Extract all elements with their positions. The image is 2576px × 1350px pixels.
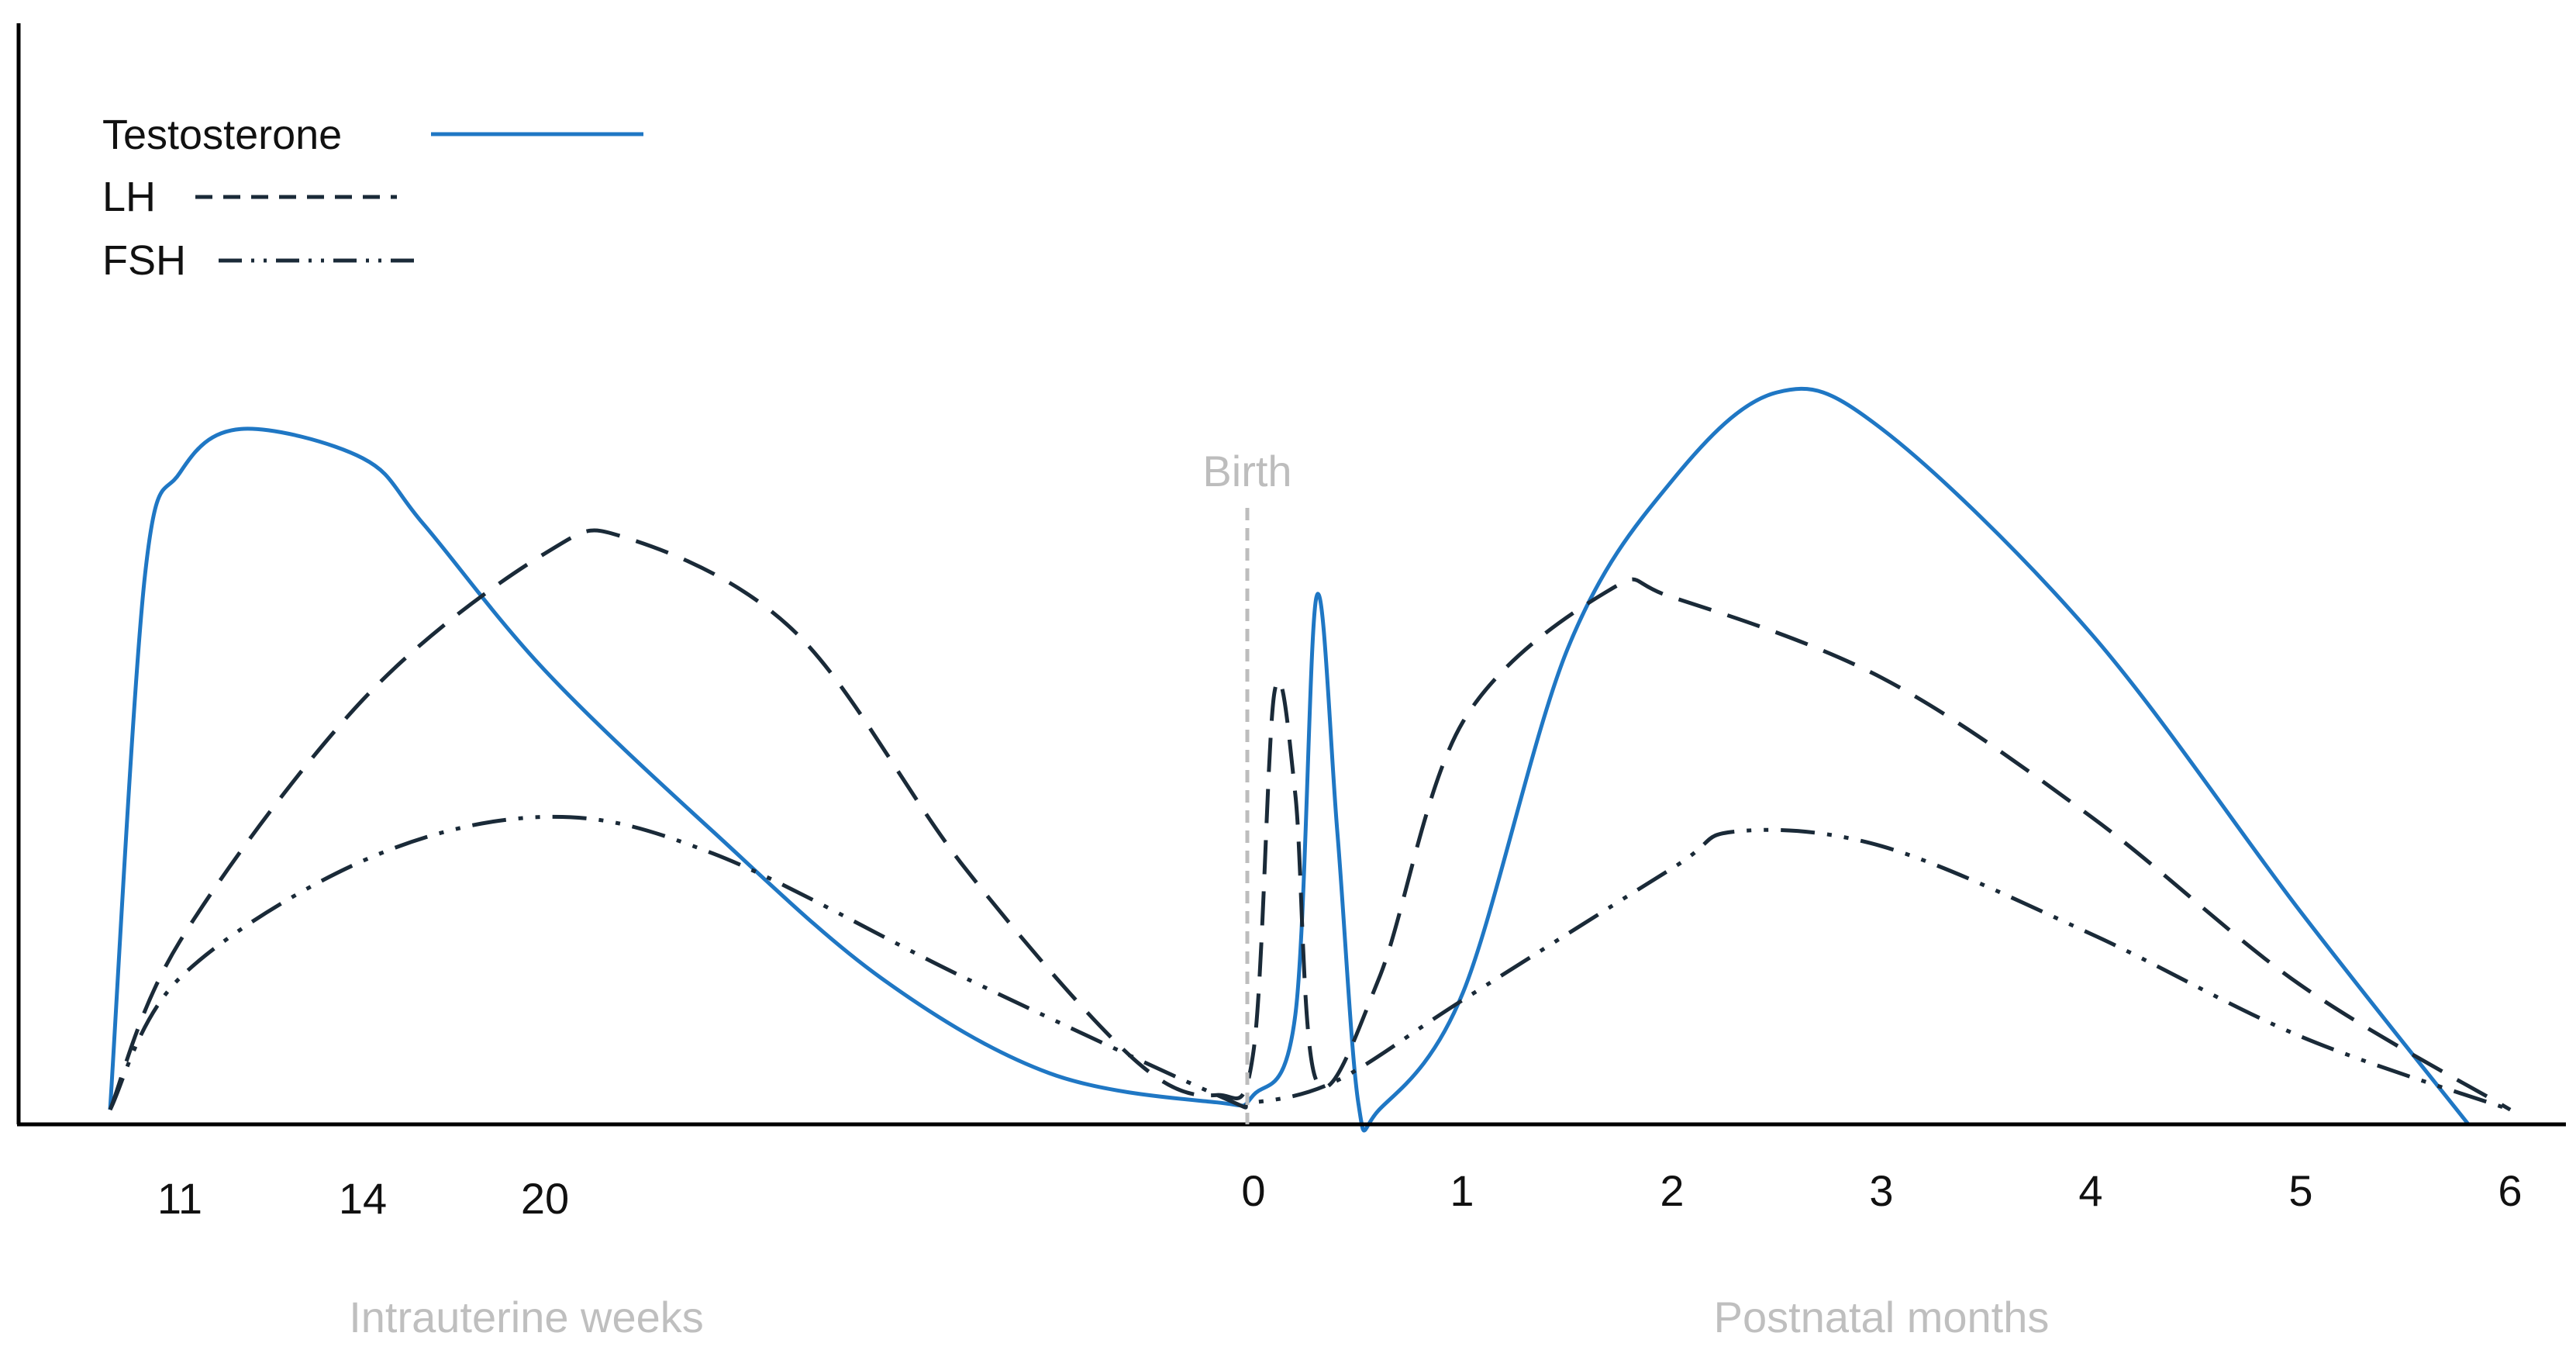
x-tick-labels-months: 0 1 2 3 4 5 6 xyxy=(1241,1166,2522,1215)
legend-label-fsh: FSH xyxy=(102,237,186,284)
tick-month-2: 2 xyxy=(1660,1166,1684,1215)
legend: Testosterone LH FSH xyxy=(102,112,643,284)
tick-month-5: 5 xyxy=(2288,1166,2312,1215)
tick-month-6: 6 xyxy=(2498,1166,2522,1215)
x-tick-labels-weeks: 11 14 20 xyxy=(157,1174,569,1223)
tick-week-14: 14 xyxy=(339,1174,387,1223)
tick-month-4: 4 xyxy=(2078,1166,2102,1215)
series-line-fsh xyxy=(108,814,2512,1112)
series-curves xyxy=(108,386,2512,1133)
legend-label-lh: LH xyxy=(102,174,156,220)
legend-label-testosterone: Testosterone xyxy=(102,112,342,158)
x-axis-title-months: Postnatal months xyxy=(1714,1293,2050,1341)
x-axis-title-weeks: Intrauterine weeks xyxy=(349,1293,704,1341)
series-line-testosterone xyxy=(108,386,2471,1133)
series-line-lh xyxy=(108,528,2512,1112)
tick-month-1: 1 xyxy=(1450,1166,1474,1215)
tick-week-20: 20 xyxy=(521,1174,569,1223)
tick-month-0: 0 xyxy=(1241,1166,1265,1215)
tick-week-11: 11 xyxy=(157,1174,202,1223)
birth-label: Birth xyxy=(1202,447,1291,495)
tick-month-3: 3 xyxy=(1869,1166,1893,1215)
